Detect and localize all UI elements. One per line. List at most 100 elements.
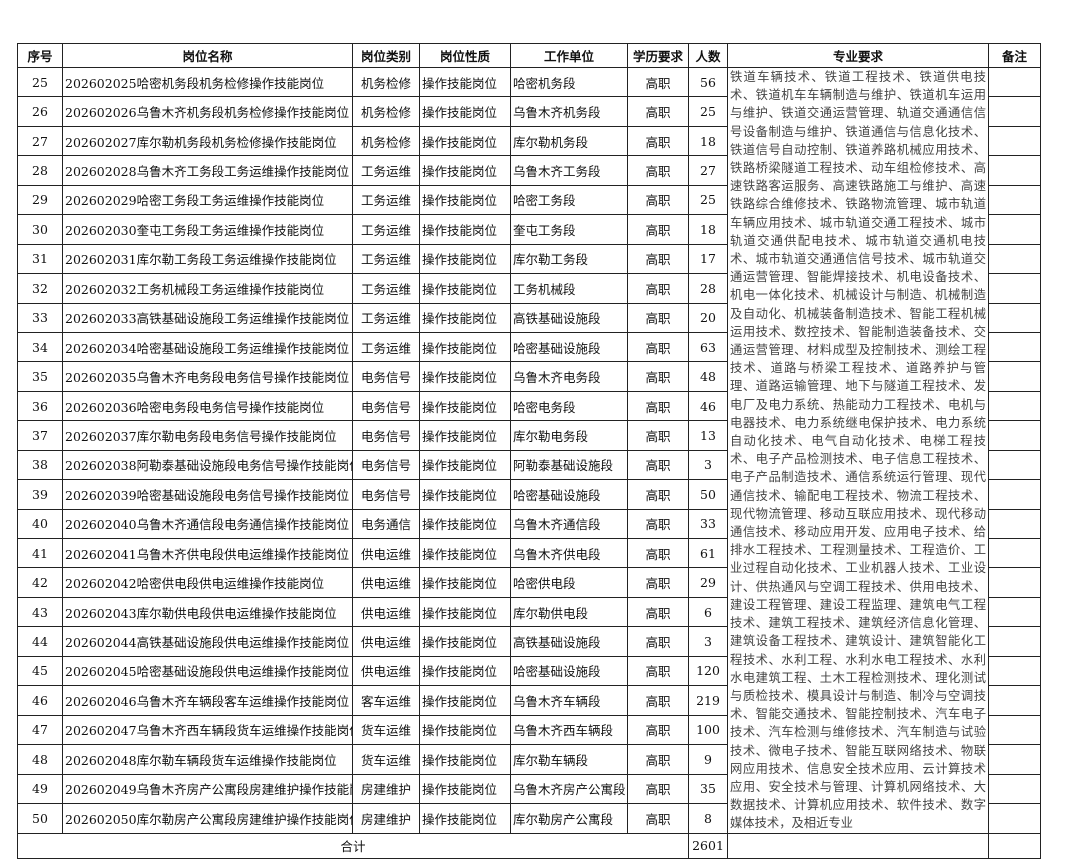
position-nature: 操作技能岗位 — [419, 596, 511, 628]
row-index: 44 — [17, 626, 63, 657]
work-unit: 哈密基础设施段 — [510, 479, 628, 510]
position-category: 供电运维 — [352, 537, 420, 569]
position-category: 货车运维 — [352, 714, 420, 746]
education: 高职 — [627, 214, 689, 245]
position-name: 202602031库尔勒工务段工务运维操作技能岗位 — [62, 243, 353, 275]
headcount: 63 — [688, 331, 728, 363]
position-category: 电务通信 — [352, 508, 420, 540]
headcount: 120 — [688, 655, 728, 687]
work-unit: 乌鲁木齐供电段 — [510, 537, 628, 569]
position-nature: 操作技能岗位 — [419, 773, 511, 804]
education: 高职 — [627, 537, 689, 569]
headcount: 29 — [688, 567, 728, 598]
position-nature: 操作技能岗位 — [419, 537, 511, 569]
header-major: 专业要求 — [727, 43, 989, 68]
position-name: 202602040乌鲁木齐通信段电务通信操作技能岗位 — [62, 508, 353, 540]
position-name: 202602041乌鲁木齐供电段供电运维操作技能岗位 — [62, 537, 353, 569]
position-nature: 操作技能岗位 — [419, 302, 511, 333]
row-index: 33 — [17, 302, 63, 333]
position-nature: 操作技能岗位 — [419, 567, 511, 598]
work-unit: 哈密工务段 — [510, 184, 628, 216]
table-row: 36 202602036哈密电务段电务信号操作技能岗位 电务信号 操作技能岗位 哈密电务… — [17, 390, 1041, 422]
position-nature: 操作技能岗位 — [419, 155, 511, 186]
position-nature: 操作技能岗位 — [419, 714, 511, 746]
work-unit: 高铁基础设施段 — [510, 626, 628, 657]
work-unit: 库尔勒房产公寓段 — [510, 802, 628, 834]
remarks — [988, 596, 1041, 628]
position-category: 供电运维 — [352, 626, 420, 657]
position-nature: 操作技能岗位 — [419, 744, 511, 775]
table-row: 35 202602035乌鲁木齐电务段电务信号操作技能岗位 电务信号 操作技能岗位 乌鲁… — [17, 361, 1041, 392]
work-unit: 库尔勒工务段 — [510, 243, 628, 275]
position-name: 202602050库尔勒房产公寓段房建维护操作技能岗位 — [62, 802, 353, 834]
work-unit: 库尔勒车辆段 — [510, 744, 628, 775]
table-row: 34 202602034哈密基础设施段工务运维操作技能岗位 工务运维 操作技能岗位 哈密… — [17, 331, 1041, 363]
row-index: 28 — [17, 155, 63, 186]
row-index: 43 — [17, 596, 63, 628]
position-nature: 操作技能岗位 — [419, 449, 511, 481]
header-count: 人数 — [688, 43, 728, 68]
row-index: 32 — [17, 273, 63, 304]
education: 高职 — [627, 655, 689, 687]
remarks — [988, 420, 1041, 451]
remarks — [988, 567, 1041, 598]
position-nature: 操作技能岗位 — [419, 685, 511, 716]
headcount: 35 — [688, 773, 728, 804]
remarks — [988, 802, 1041, 834]
header-remarks: 备注 — [988, 43, 1041, 68]
education: 高职 — [627, 479, 689, 510]
position-nature: 操作技能岗位 — [419, 273, 511, 304]
headcount: 9 — [688, 744, 728, 775]
position-name: 202602035乌鲁木齐电务段电务信号操作技能岗位 — [62, 361, 353, 392]
work-unit: 乌鲁木齐西车辆段 — [510, 714, 628, 746]
row-index: 48 — [17, 744, 63, 775]
table-row: 38 202602038阿勒泰基础设施段电务信号操作技能岗位 电务信号 操作技能岗位阿… — [17, 449, 1041, 481]
position-category: 工务运维 — [352, 243, 420, 275]
position-name: 202602047乌鲁木齐西车辆段货车运维操作技能岗位 — [62, 714, 353, 746]
table-row: 44 202602044高铁基础设施段供电运维操作技能岗位 供电运维 操作技能岗位 高铁… — [17, 626, 1041, 657]
education: 高职 — [627, 567, 689, 598]
position-nature: 操作技能岗位 — [419, 243, 511, 275]
position-category: 工务运维 — [352, 214, 420, 245]
headcount: 8 — [688, 802, 728, 834]
position-category: 房建维护 — [352, 802, 420, 834]
row-index: 37 — [17, 420, 63, 451]
remarks — [988, 773, 1041, 804]
table-body: 25 202602025哈密机务段机务检修操作技能岗位 机务检修 操作技能岗位 哈密机务… — [17, 66, 1041, 834]
row-index: 36 — [17, 390, 63, 422]
work-unit: 高铁基础设施段 — [510, 302, 628, 333]
education: 高职 — [627, 302, 689, 333]
header-category: 岗位类别 — [352, 43, 420, 68]
remarks — [988, 685, 1041, 716]
table-row: 26 202602026乌鲁木齐机务段机务检修操作技能岗位 机务检修 操作技能岗位 乌鲁… — [17, 96, 1041, 127]
education: 高职 — [627, 184, 689, 216]
row-index: 38 — [17, 449, 63, 481]
headcount: 33 — [688, 508, 728, 540]
work-unit: 库尔勒机务段 — [510, 125, 628, 157]
remarks — [988, 302, 1041, 333]
remarks — [988, 331, 1041, 363]
position-nature: 操作技能岗位 — [419, 125, 511, 157]
position-nature: 操作技能岗位 — [419, 479, 511, 510]
position-name: 202602038阿勒泰基础设施段电务信号操作技能岗位 — [62, 449, 353, 481]
headcount: 28 — [688, 273, 728, 304]
position-category: 电务信号 — [352, 390, 420, 422]
work-unit: 工务机械段 — [510, 273, 628, 304]
position-name: 202602046乌鲁木齐车辆段客车运维操作技能岗位 — [62, 685, 353, 716]
headcount: 18 — [688, 125, 728, 157]
education: 高职 — [627, 155, 689, 186]
table-row: 29 202602029哈密工务段工务运维操作技能岗位 工务运维 操作技能岗位 哈密工务… — [17, 184, 1041, 216]
education: 高职 — [627, 449, 689, 481]
row-index: 47 — [17, 714, 63, 746]
position-category: 工务运维 — [352, 331, 420, 363]
remarks — [988, 537, 1041, 569]
position-name: 202602043库尔勒供电段供电运维操作技能岗位 — [62, 596, 353, 628]
row-index: 45 — [17, 655, 63, 687]
position-nature: 操作技能岗位 — [419, 390, 511, 422]
table-row: 31 202602031库尔勒工务段工务运维操作技能岗位 工务运维 操作技能岗位 库尔勒… — [17, 243, 1041, 275]
education: 高职 — [627, 361, 689, 392]
remarks — [988, 655, 1041, 687]
headcount: 100 — [688, 714, 728, 746]
position-name: 202602033高铁基础设施段工务运维操作技能岗位 — [62, 302, 353, 333]
position-category: 供电运维 — [352, 596, 420, 628]
